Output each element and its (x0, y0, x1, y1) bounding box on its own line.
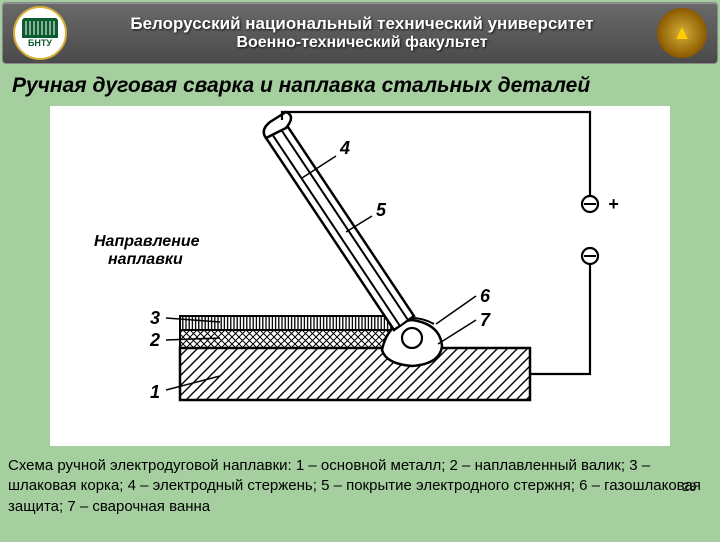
university-name: Белорусский национальный технический уни… (67, 14, 657, 34)
label-2: 2 (149, 330, 160, 350)
page-number: 28 (683, 480, 696, 494)
logo-building-icon (22, 18, 58, 38)
direction-label-2: наплавки (108, 251, 183, 268)
label-7: 7 (480, 310, 491, 330)
label-1: 1 (150, 382, 160, 402)
header-banner: БНТУ Белорусский национальный технически… (2, 2, 718, 64)
slide-title: Ручная дуговая сварка и наплавка стальны… (0, 66, 720, 106)
label-3: 3 (150, 308, 160, 328)
label-5: 5 (376, 200, 387, 220)
header-text: Белорусский национальный технический уни… (67, 14, 657, 52)
label-plus: + (608, 194, 619, 214)
university-logo: БНТУ (13, 6, 67, 60)
slag-crust (180, 316, 395, 330)
diagram-caption: Схема ручной электродуговой наплавки: 1 … (0, 446, 720, 527)
welding-diagram: 1 2 3 4 5 6 7 + Направление наплавки (50, 106, 670, 446)
faculty-emblem: ▲ (657, 8, 707, 58)
faculty-name: Военно-технический факультет (67, 34, 657, 52)
logo-acronym: БНТУ (28, 38, 52, 48)
direction-label-1: Направление (94, 233, 200, 250)
emblem-icon: ▲ (672, 22, 692, 45)
base-metal (180, 348, 530, 400)
wire-bottom (530, 264, 590, 374)
wire-top (282, 112, 590, 196)
label-4: 4 (339, 138, 350, 158)
label-6: 6 (480, 286, 491, 306)
